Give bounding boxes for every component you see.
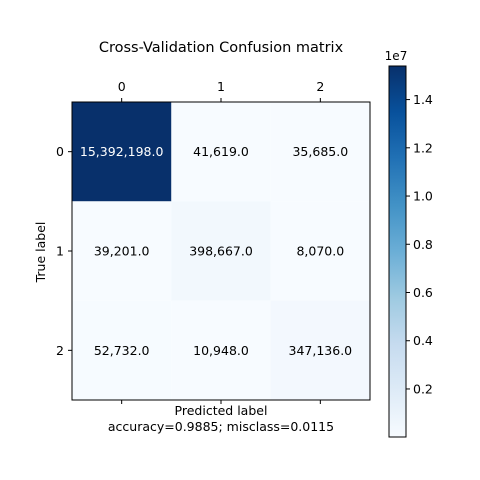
y-tick-label: 2 (56, 343, 64, 358)
cell-value-label: 10,948.0 (193, 343, 249, 358)
matrix-cell (171, 102, 271, 202)
matrix-cell (171, 300, 271, 400)
y-tick-label: 0 (56, 144, 64, 159)
matrix-cell (72, 201, 172, 301)
cell-value-label: 41,619.0 (193, 144, 249, 159)
cell-value-label: 398,667.0 (189, 244, 253, 259)
cell-value-label: 15,392,198.0 (80, 144, 164, 159)
colorbar-multiplier: 1e7 (385, 49, 408, 63)
x-tick-label: 2 (316, 79, 324, 94)
matrix-cell (72, 300, 172, 400)
x-tick-label: 1 (217, 79, 225, 94)
colorbar (388, 65, 407, 438)
cell-value-label: 39,201.0 (94, 244, 150, 259)
colorbar-tick-label: 0.8 (413, 237, 433, 252)
colorbar-tick-label: 0.2 (413, 381, 433, 396)
colorbar-tick-label: 0.4 (413, 333, 433, 348)
colorbar-ticks: 0.2 0.4 0.6 0.8 1.0 1.2 1.4 (406, 92, 433, 396)
chart-title: Cross-Validation Confusion matrix (99, 40, 344, 56)
colorbar-tick-label: 1.2 (413, 140, 433, 155)
y-axis-label: True label (33, 222, 48, 284)
cell-value-label: 35,685.0 (292, 144, 348, 159)
y-axis-ticks: 0 1 2 (56, 144, 72, 358)
x-axis-label: Predicted label (175, 403, 268, 418)
cell-value-label: 347,136.0 (289, 343, 353, 358)
cell-value-label: 52,732.0 (94, 343, 150, 358)
x-axis-ticks: 0 1 2 (118, 79, 324, 404)
colorbar-tick-label: 1.4 (413, 92, 433, 107)
x-tick-label: 0 (118, 79, 126, 94)
matrix-cell (72, 102, 172, 202)
matrix-cell-labels: 15,392,198.0 41,619.0 35,685.0 39,201.0 398,… (80, 144, 352, 358)
matrix-cell (270, 102, 370, 202)
matrix-cell (171, 201, 271, 301)
matrix-cells (72, 102, 370, 400)
matrix-cell (270, 300, 370, 400)
accuracy-footer: accuracy=0.9885; misclass=0.0115 (108, 419, 334, 434)
y-tick-label: 1 (56, 244, 64, 259)
matrix-cell (270, 201, 370, 301)
cell-value-label: 8,070.0 (296, 244, 344, 259)
colorbar-tick-label: 1.0 (413, 189, 433, 204)
colorbar-tick-label: 0.6 (413, 285, 433, 300)
